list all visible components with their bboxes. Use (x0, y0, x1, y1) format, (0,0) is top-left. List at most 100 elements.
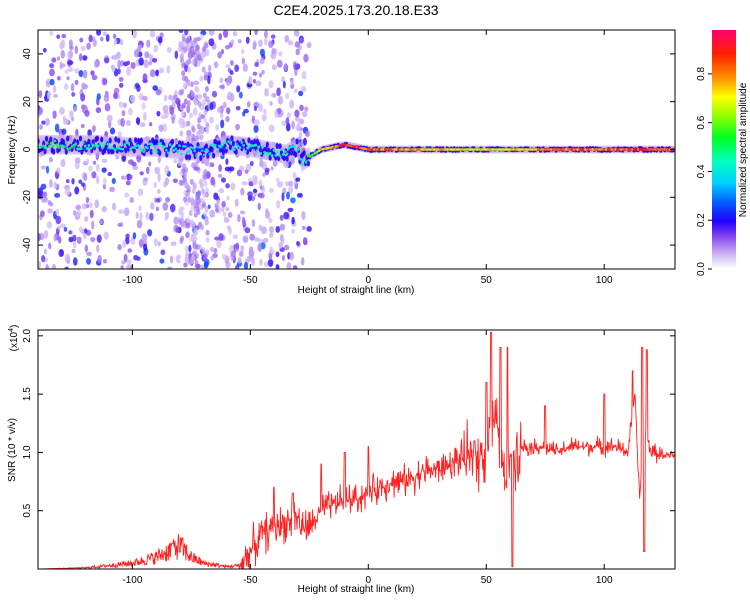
spectrogram-ridge-core (183, 144, 187, 148)
spectrogram-ridge-outer (132, 147, 136, 154)
spectrogram-noise-blob (49, 31, 54, 36)
spectrogram-ridge-core (517, 148, 521, 151)
spectrogram-ridge-core (316, 150, 319, 154)
spectrogram-noise-blob (40, 210, 45, 218)
spectrogram-noise-blob (195, 45, 200, 52)
spectrogram-noise-blob (222, 101, 227, 109)
spectrogram-ridge-core (240, 141, 244, 144)
spectrogram-ridge-core (512, 148, 515, 151)
spectrogram-ridge-core (297, 147, 300, 151)
spectrogram-ridge-core (544, 148, 548, 151)
spectrogram-noise-blob (185, 37, 190, 44)
spectrogram-noise-blob (45, 265, 50, 269)
spectrogram-noise-blob (170, 241, 177, 247)
spectrogram-noise-blob (121, 260, 126, 265)
spectrogram-noise-blob (179, 57, 184, 64)
spectrogram-ridge-core (389, 148, 393, 151)
spectrogram-noise-blob (182, 75, 187, 82)
spectrogram-ridge-core (214, 143, 217, 147)
spectrogram-noise-blob (189, 258, 194, 265)
spectrogram-noise-blob (225, 77, 231, 87)
spectrogram-noise-blob (246, 101, 251, 108)
spectrogram-noise-blob (216, 239, 222, 249)
spectrogram-noise-blob (103, 93, 110, 103)
spectrogram-noise-blob (197, 101, 202, 108)
spectrogram-noise-blob (249, 160, 254, 167)
spectrogram-noise-blob (288, 180, 294, 187)
spectrogram-noise-blob (294, 109, 300, 118)
spectrogram-noise-blob (188, 209, 193, 216)
spectrogram-ridge-core (155, 150, 159, 154)
spectrogram-ridge-core (550, 148, 553, 151)
spectrogram-noise-blob (38, 106, 43, 115)
spectrogram-noise-blob (246, 255, 253, 262)
snr-x-tick-label: -50 (243, 575, 258, 586)
spectrogram-noise-blob (259, 57, 265, 65)
spectrogram-noise-blob (292, 265, 298, 269)
spectrogram-noise-blob (125, 180, 131, 186)
spectrogram-ridge-outer (87, 138, 91, 145)
spectrogram-noise-blob (285, 117, 290, 125)
spectrogram-noise-blob (84, 228, 88, 234)
spectrogram-ridge-core (191, 146, 195, 150)
spectrogram-ridge-core (231, 148, 234, 152)
spectrogram-ridge-core (423, 148, 427, 151)
spectrogram-noise-blob (261, 113, 267, 122)
spectrogram-ridge-core (419, 148, 423, 151)
spectrogram-ridge-core (65, 141, 68, 145)
spectrogram-noise-blob (63, 83, 69, 90)
spectrogram-ridge-core (244, 149, 247, 153)
spectrogram-noise-blob (300, 257, 305, 266)
spectrogram-ridge-core (446, 148, 449, 151)
spectrogram-ridge-core (665, 148, 668, 151)
spectrogram-noise-blob (291, 120, 295, 130)
spectrogram-ridge-core (433, 148, 436, 151)
spectrogram-noise-blob (180, 110, 185, 117)
spectrogram-noise-blob (254, 61, 259, 68)
spectrogram-noise-blob (80, 93, 86, 102)
spectrogram-noise-blob (191, 254, 196, 261)
spectrogram-ridge-core (468, 148, 472, 151)
spectrogram-ridge-core (232, 148, 236, 151)
spectrogram-noise-blob (183, 182, 188, 189)
spectrogram-ridge-outer (204, 143, 209, 150)
spectrogram-noise-blob (203, 74, 208, 81)
spectrogram-ridge-core (572, 148, 576, 151)
spectrogram-ridge-core (640, 148, 644, 151)
spectrogram-ridge-core (302, 158, 306, 162)
spectrogram-noise-blob (271, 92, 277, 98)
spectrogram-noise-blob (214, 236, 220, 241)
spectrogram-ridge-core (121, 147, 125, 151)
spectrogram-ridge-core (285, 152, 289, 156)
spectrogram-noise-blob (262, 237, 269, 243)
spectrogram-noise-blob (263, 261, 269, 268)
spectrogram-noise-blob (225, 64, 231, 69)
spectrogram-ridge-core (132, 146, 136, 150)
spectrogram-ridge-core (180, 152, 183, 156)
spectrogram-ridge-outer (78, 135, 83, 142)
spectrogram-ridge-core (89, 146, 93, 150)
spectrogram-noise-blob (111, 202, 117, 211)
spectrogram-noise-blob (155, 206, 159, 211)
spectrogram-noise-blob (251, 219, 256, 228)
spectrogram-ridge-core (108, 146, 112, 150)
spectrogram-ridge-outer (108, 137, 112, 144)
spectrogram-noise-blob (291, 216, 295, 225)
spectrogram-noise-blob (294, 116, 301, 122)
spectrogram-noise-blob (193, 235, 198, 242)
spectrogram-noise-blob (52, 85, 57, 93)
spectrogram-ridge-core (127, 142, 130, 145)
spectrogram-noise-blob (81, 203, 87, 210)
spectrogram-noise-blob (56, 56, 61, 61)
spectrogram-noise-blob (175, 97, 181, 106)
snr-multiplier-close: ) (9, 325, 20, 328)
spectrogram-noise-blob (286, 262, 292, 269)
spectrogram-noise-blob (160, 114, 167, 119)
spectrogram-noise-blob (38, 90, 43, 99)
spectrogram-ridge-core (102, 142, 106, 146)
snr-x-tick-label: 50 (481, 575, 493, 586)
snr-x-ticks: -100 -50 0 50 100 (122, 330, 613, 586)
spectrogram-ridge-core (274, 154, 278, 157)
spectrogram-ridge-core (629, 148, 632, 151)
spectrogram-noise-blob (60, 159, 66, 168)
